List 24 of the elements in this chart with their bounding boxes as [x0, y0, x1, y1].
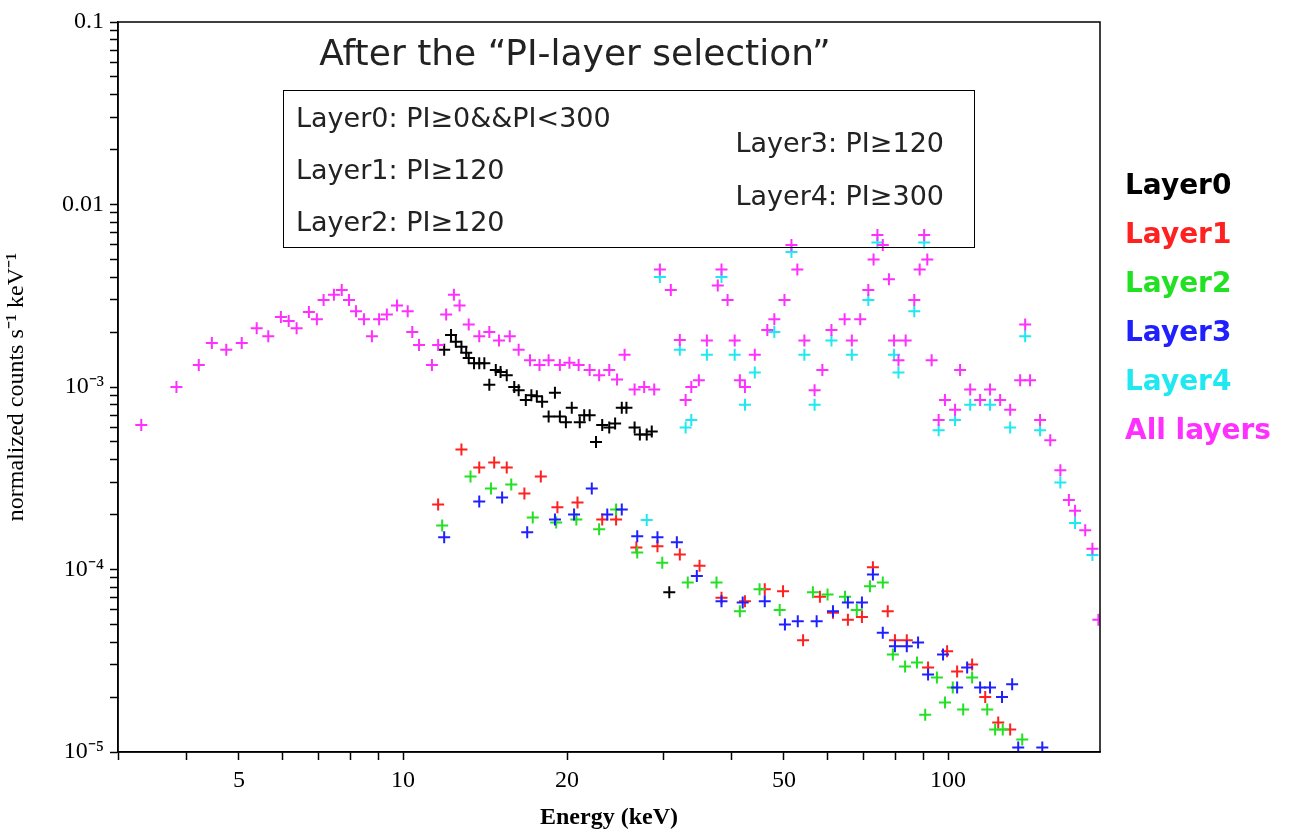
text: Layer2 — [1125, 265, 1233, 301]
text: Layer4 — [1125, 363, 1233, 399]
x-tick-label: 20 — [555, 765, 580, 792]
x-tick-label: 100 — [930, 765, 967, 792]
text: Layer3 — [1125, 314, 1233, 350]
annotation: Layer0: PI≥0&&PI<300 — [296, 101, 611, 133]
annotation: Layer3: PI≥120 — [735, 127, 944, 158]
annotation: Layer4: PI≥300 — [735, 180, 944, 211]
x-tick-label: 10 — [391, 765, 415, 792]
y-tick-label: 10⁻³ — [64, 372, 104, 399]
y-tick-label: 0.01 — [62, 189, 104, 216]
x-tick-label: 5 — [232, 765, 245, 792]
x-tick-label: 50 — [771, 765, 796, 792]
y-tick-label: 0.1 — [74, 7, 104, 34]
annotation: Layer1: PI≥120 — [296, 153, 506, 185]
y-axis-title: normalized counts s⁻¹ keV⁻¹ — [1, 252, 28, 522]
text: Layer0 — [1125, 167, 1233, 203]
text: Layer1 — [1125, 216, 1233, 252]
y-tick-label: 10⁻⁵ — [63, 737, 104, 764]
annotation: Layer2: PI≥120 — [296, 205, 506, 237]
y-tick-label: 10⁻⁴ — [63, 554, 104, 581]
text: All layers — [1125, 412, 1271, 448]
chart-title: After the “PI-layer selection” — [318, 32, 832, 73]
x-axis-title: Energy (keV) — [540, 802, 678, 829]
